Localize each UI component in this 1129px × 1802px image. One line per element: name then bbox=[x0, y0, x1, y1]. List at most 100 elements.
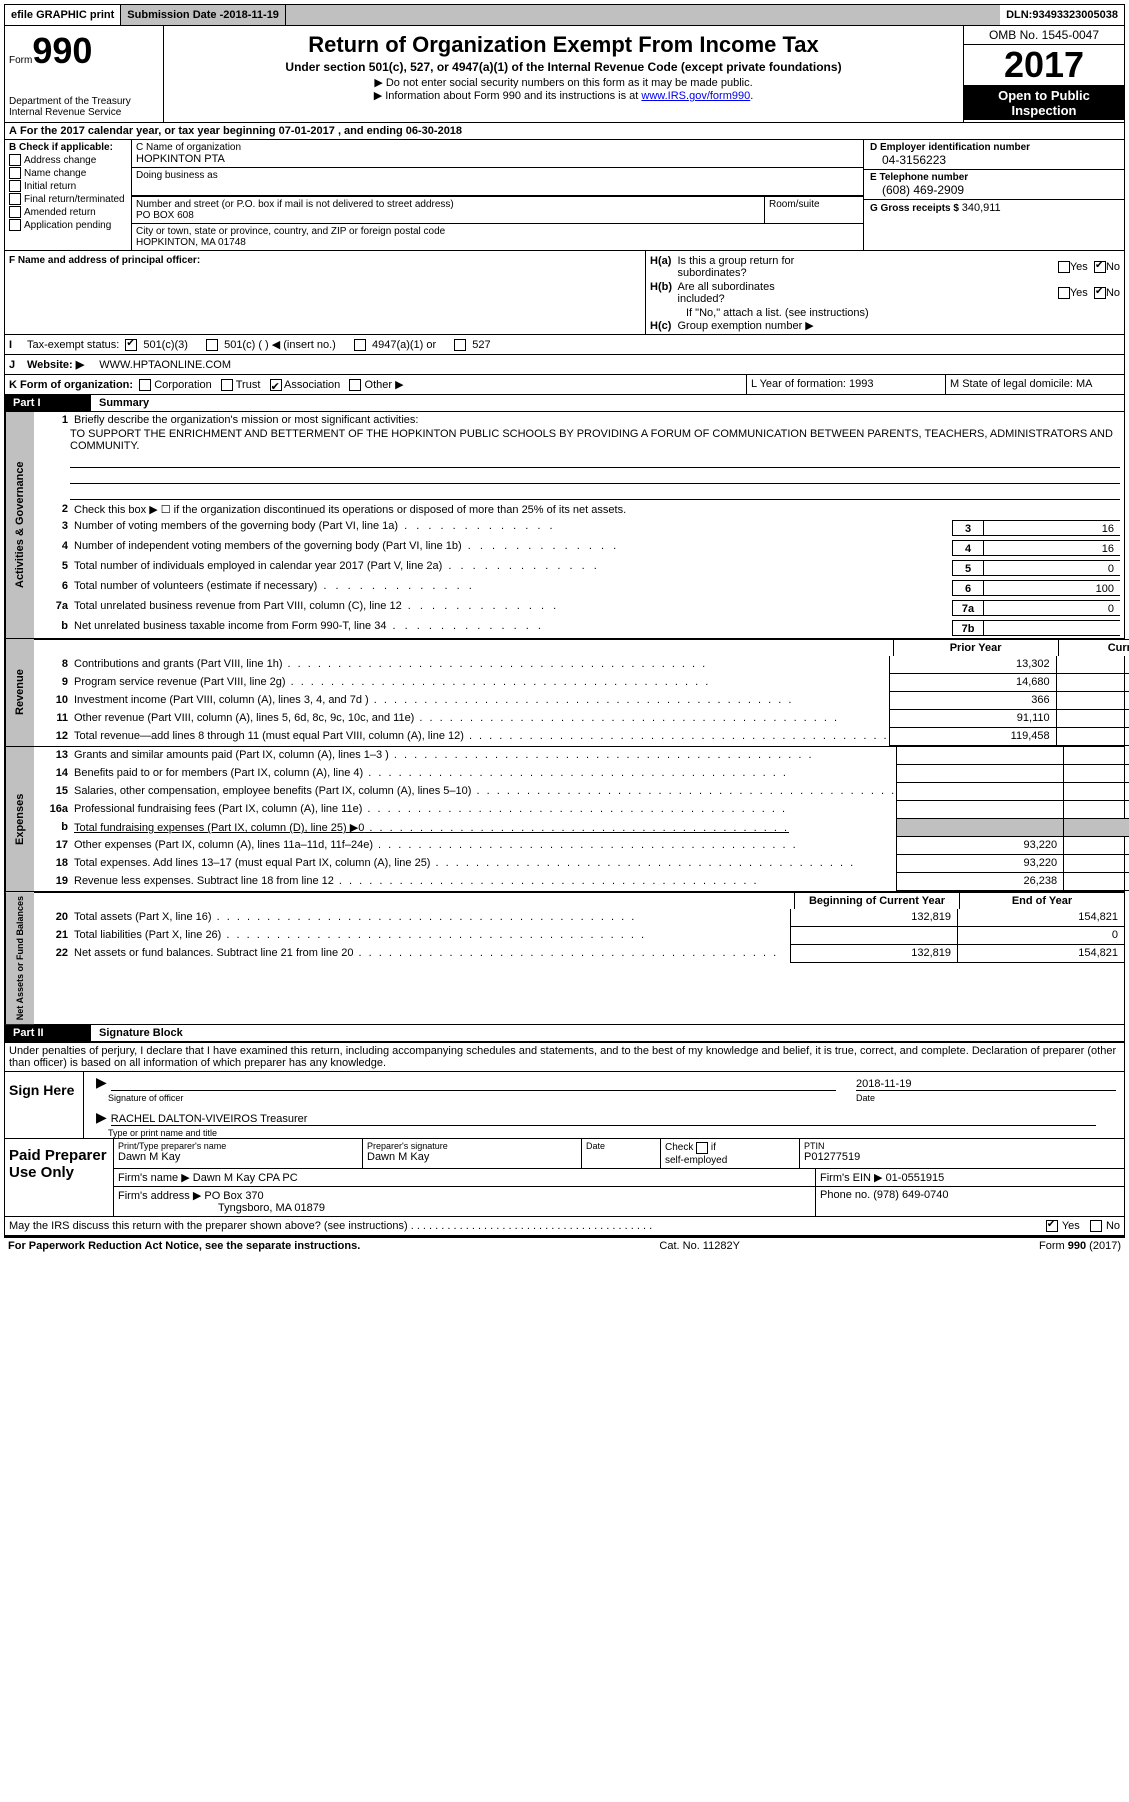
line-17: 17Other expenses (Part IX, column (A), l… bbox=[34, 837, 1129, 855]
officer-name-value: RACHEL DALTON-VIVEIROS Treasurer bbox=[111, 1113, 1096, 1126]
part-1-header: Part I Summary bbox=[4, 395, 1125, 412]
section-f-h: F Name and address of principal officer:… bbox=[4, 251, 1125, 335]
k-corp: Corporation bbox=[154, 379, 211, 391]
summary-expenses: Expenses 13Grants and similar amounts pa… bbox=[4, 747, 1125, 892]
net-content: Beginning of Current Year End of Year 20… bbox=[34, 892, 1124, 1024]
line-14: 14Benefits paid to or for members (Part … bbox=[34, 765, 1129, 783]
form-number: Form990 bbox=[9, 30, 159, 72]
line-11: 11Other revenue (Part VIII, column (A), … bbox=[34, 710, 1129, 728]
cb-initial-return[interactable]: Initial return bbox=[9, 180, 127, 192]
print-name-value: Dawn M Kay bbox=[118, 1151, 358, 1163]
type-name-label: Type or print name and title bbox=[84, 1128, 1124, 1138]
part-2-title: Signature Block bbox=[91, 1025, 191, 1041]
cb-application-pending[interactable]: Application pending bbox=[9, 219, 127, 231]
prep-date-box: Date bbox=[582, 1139, 661, 1167]
open-to-public: Open to Public Inspection bbox=[964, 86, 1124, 120]
i-4947-cb[interactable] bbox=[354, 339, 366, 351]
hb-note: If "No," attach a list. (see instruction… bbox=[650, 307, 1120, 319]
firm-addr2: Tyngsboro, MA 01879 bbox=[118, 1202, 325, 1214]
irs-link[interactable]: www.IRS.gov/form990 bbox=[641, 90, 750, 102]
submission-date: Submission Date - 2018-11-19 bbox=[121, 5, 286, 25]
k-assoc: Association bbox=[284, 379, 340, 391]
part-2-label: Part II bbox=[5, 1025, 91, 1041]
section-a: A For the 2017 calendar year, or tax yea… bbox=[4, 123, 1125, 140]
summary-net-assets: Net Assets or Fund Balances Beginning of… bbox=[4, 892, 1125, 1025]
k-assoc-cb[interactable]: ✔ bbox=[270, 379, 282, 391]
k-corp-cb[interactable] bbox=[139, 379, 151, 391]
signature-block: Under penalties of perjury, I declare th… bbox=[4, 1042, 1125, 1139]
self-employed-box: Check ifself-employed bbox=[661, 1139, 800, 1167]
gross-box: G Gross receipts $ 340,911 bbox=[864, 200, 1124, 216]
section-i: I Tax-exempt status: 501(c)(3) 501(c) ( … bbox=[4, 335, 1125, 355]
section-m: M State of legal domicile: MA bbox=[946, 375, 1124, 394]
line-8: 8Contributions and grants (Part VIII, li… bbox=[34, 656, 1129, 674]
ptin-box: PTIN P01277519 bbox=[800, 1139, 1124, 1167]
col-prior: Prior Year bbox=[893, 640, 1058, 656]
section-b: B Check if applicable: Address change Na… bbox=[5, 140, 132, 250]
ein-value: 04-3156223 bbox=[870, 153, 1118, 167]
officer-label: F Name and address of principal officer: bbox=[9, 255, 200, 266]
firm-ein-box: Firm's EIN ▶ 01-0551915 bbox=[816, 1169, 1124, 1186]
form-number-value: 990 bbox=[32, 30, 92, 71]
i-501c-cb[interactable] bbox=[206, 339, 218, 351]
phone-box: E Telephone number (608) 469-2909 bbox=[864, 170, 1124, 200]
officer-signature-field[interactable] bbox=[111, 1090, 836, 1091]
k-other-cb[interactable] bbox=[349, 379, 361, 391]
line-b: bNet unrelated business taxable income f… bbox=[34, 618, 1124, 638]
line-7a: 7aTotal unrelated business revenue from … bbox=[34, 598, 1124, 618]
col-current: Current Year bbox=[1058, 640, 1129, 656]
governance-content: 1 Briefly describe the organization's mi… bbox=[34, 412, 1124, 638]
line-13: 13Grants and similar amounts paid (Part … bbox=[34, 747, 1129, 765]
treasury-dept: Department of the Treasury Internal Reve… bbox=[9, 96, 159, 118]
k-trust-cb[interactable] bbox=[221, 379, 233, 391]
org-name-label: C Name of organization bbox=[136, 142, 859, 153]
dba-box: Doing business as bbox=[132, 168, 863, 196]
sig-date-label: Date bbox=[832, 1093, 1124, 1103]
ha-row: H(a) Is this a group return for subordin… bbox=[650, 255, 1120, 279]
city-value: HOPKINTON, MA 01748 bbox=[136, 237, 859, 248]
cb-label: Final return/terminated bbox=[24, 194, 125, 205]
hb-no-cb[interactable] bbox=[1094, 287, 1106, 299]
dln-value: 93493323005038 bbox=[1032, 9, 1118, 21]
sig-date-box: 2018-11-19 bbox=[856, 1078, 1116, 1091]
hb-yes-cb[interactable] bbox=[1058, 287, 1070, 299]
i-501c3-cb[interactable] bbox=[125, 339, 137, 351]
cb-name-change[interactable]: Name change bbox=[9, 167, 127, 179]
self-employed-cb[interactable] bbox=[696, 1142, 708, 1154]
city-label: City or town, state or province, country… bbox=[136, 226, 859, 237]
line-16a: 16aProfessional fundraising fees (Part I… bbox=[34, 801, 1129, 819]
expenses-content: 13Grants and similar amounts paid (Part … bbox=[34, 747, 1129, 891]
cb-label: Initial return bbox=[24, 181, 76, 192]
submission-date-label: Submission Date - bbox=[127, 9, 223, 21]
header-left: Form990 Department of the Treasury Inter… bbox=[5, 26, 164, 122]
firm-phone-label: Phone no. bbox=[820, 1189, 870, 1201]
cb-final-return[interactable]: Final return/terminated bbox=[9, 193, 127, 205]
header-center: Return of Organization Exempt From Incom… bbox=[164, 26, 963, 122]
firm-ein-value: 01-0551915 bbox=[886, 1172, 945, 1184]
firm-name-box: Firm's name ▶ Dawn M Kay CPA PC bbox=[114, 1169, 816, 1186]
info-block: B Check if applicable: Address change Na… bbox=[4, 140, 1125, 251]
line-1-desc: Briefly describe the organization's miss… bbox=[74, 414, 1120, 426]
firm-name-label: Firm's name ▶ bbox=[118, 1172, 190, 1184]
top-bar-spacer bbox=[286, 5, 1000, 25]
cb-address-change[interactable]: Address change bbox=[9, 154, 127, 166]
cb-amended[interactable]: Amended return bbox=[9, 206, 127, 218]
sign-here-fields: ▶ 2018-11-19 Signature of officer Date ▶… bbox=[84, 1072, 1124, 1138]
ha-yes-cb[interactable] bbox=[1058, 261, 1070, 273]
paid-preparer-block: Paid Preparer Use Only Print/Type prepar… bbox=[4, 1139, 1125, 1216]
section-f: F Name and address of principal officer: bbox=[5, 251, 646, 334]
side-label-expenses: Expenses bbox=[5, 747, 34, 891]
mission-text: TO SUPPORT THE ENRICHMENT AND BETTERMENT… bbox=[34, 428, 1124, 452]
part-2-header: Part II Signature Block bbox=[4, 1025, 1125, 1042]
line-2-desc: Check this box ▶ ☐ if the organization d… bbox=[74, 503, 1120, 516]
col-eoy: End of Year bbox=[959, 893, 1124, 909]
ha-no-cb[interactable] bbox=[1094, 261, 1106, 273]
sign-here-row: Sign Here ▶ 2018-11-19 Signature of offi… bbox=[5, 1071, 1124, 1138]
line-18: 18Total expenses. Add lines 13–17 (must … bbox=[34, 855, 1129, 873]
hb-row: H(b) Are all subordinates included? Yes … bbox=[650, 281, 1120, 305]
paid-preparer-fields: Print/Type preparer's name Dawn M Kay Pr… bbox=[114, 1139, 1124, 1215]
i-527-cb[interactable] bbox=[454, 339, 466, 351]
summary-governance: Activities & Governance 1 Briefly descri… bbox=[4, 412, 1125, 639]
irs-discuss-yes-cb[interactable] bbox=[1046, 1220, 1058, 1232]
irs-discuss-no-cb[interactable] bbox=[1090, 1220, 1102, 1232]
